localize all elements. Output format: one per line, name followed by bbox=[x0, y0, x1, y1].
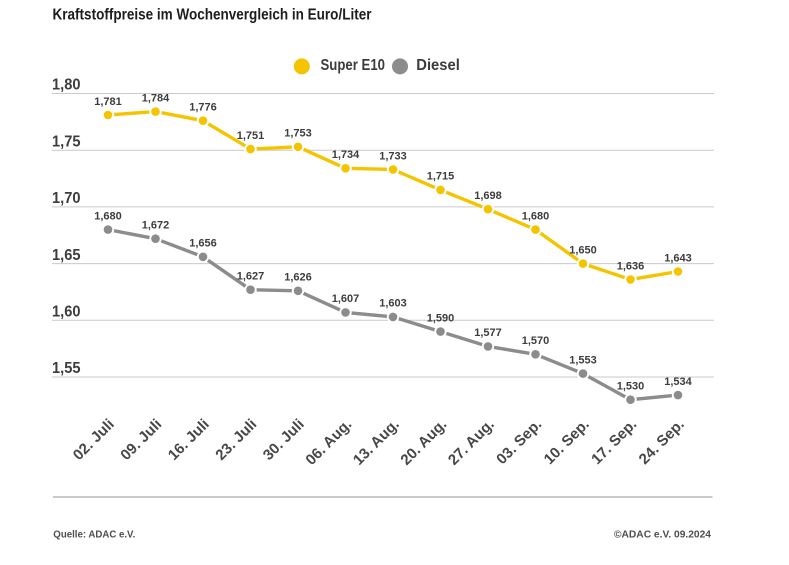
svg-text:1,650: 1,650 bbox=[569, 244, 597, 256]
svg-text:1,80: 1,80 bbox=[52, 77, 81, 94]
svg-text:1,70: 1,70 bbox=[52, 190, 81, 207]
svg-text:1,534: 1,534 bbox=[664, 376, 692, 388]
svg-text:1,60: 1,60 bbox=[52, 304, 81, 321]
svg-text:1,626: 1,626 bbox=[284, 272, 312, 284]
svg-text:1,577: 1,577 bbox=[474, 327, 502, 339]
svg-text:1,65: 1,65 bbox=[52, 247, 81, 264]
svg-text:1,781: 1,781 bbox=[94, 96, 122, 108]
svg-text:1,672: 1,672 bbox=[142, 220, 170, 232]
svg-text:Super E10: Super E10 bbox=[321, 57, 386, 74]
svg-text:1,680: 1,680 bbox=[522, 210, 550, 222]
svg-text:1,75: 1,75 bbox=[52, 133, 81, 150]
svg-text:1,784: 1,784 bbox=[142, 92, 170, 104]
svg-text:1,55: 1,55 bbox=[52, 360, 81, 377]
svg-text:1,698: 1,698 bbox=[474, 190, 502, 202]
svg-text:1,590: 1,590 bbox=[427, 312, 455, 324]
svg-text:Kraftstoffpreise im Wochenverg: Kraftstoffpreise im Wochenvergleich in E… bbox=[53, 6, 372, 23]
svg-text:Diesel: Diesel bbox=[416, 57, 460, 74]
svg-text:1,603: 1,603 bbox=[379, 298, 407, 310]
svg-text:1,680: 1,680 bbox=[94, 210, 122, 222]
svg-text:1,643: 1,643 bbox=[664, 252, 692, 264]
svg-text:1,715: 1,715 bbox=[427, 171, 455, 183]
svg-text:1,553: 1,553 bbox=[569, 354, 597, 366]
svg-text:Quelle: ADAC e.V.: Quelle: ADAC e.V. bbox=[53, 528, 135, 540]
svg-text:1,570: 1,570 bbox=[522, 335, 550, 347]
svg-text:1,733: 1,733 bbox=[379, 150, 407, 162]
svg-text:1,656: 1,656 bbox=[189, 238, 217, 250]
svg-text:1,607: 1,607 bbox=[332, 293, 360, 305]
svg-text:1,776: 1,776 bbox=[189, 102, 217, 114]
svg-text:1,636: 1,636 bbox=[617, 260, 645, 272]
svg-text:1,753: 1,753 bbox=[284, 128, 312, 140]
svg-text:1,530: 1,530 bbox=[617, 381, 645, 393]
svg-text:1,751: 1,751 bbox=[237, 130, 265, 142]
svg-text:©ADAC e.V. 09.2024: ©ADAC e.V. 09.2024 bbox=[614, 528, 711, 540]
svg-text:1,627: 1,627 bbox=[237, 271, 265, 283]
svg-text:1,734: 1,734 bbox=[332, 149, 360, 161]
